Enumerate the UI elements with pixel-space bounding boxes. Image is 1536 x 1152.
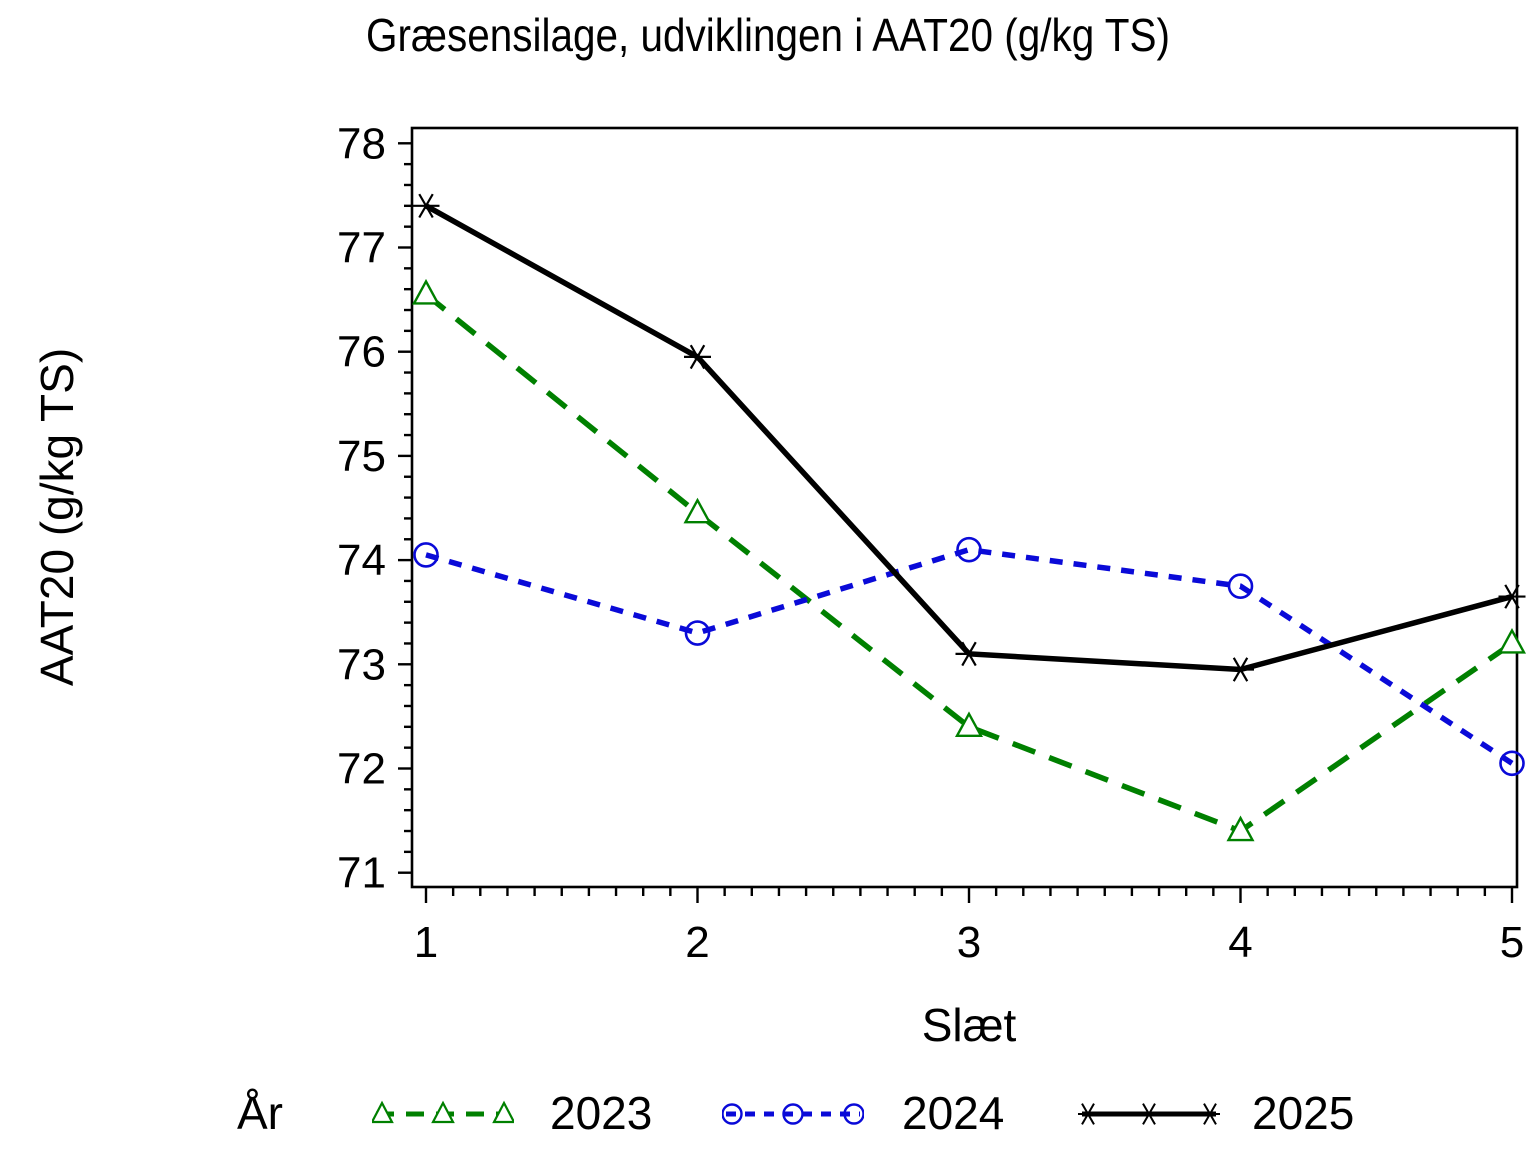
y-tick-labels: 71 72 73 74 75 76 77 78 [337,119,386,897]
svg-text:1: 1 [414,918,438,967]
legend-swatch-2024 [722,1103,864,1125]
series-2023-line [424,292,1514,835]
svg-text:73: 73 [337,640,386,689]
svg-text:72: 72 [337,745,386,794]
series-2025 [412,193,1526,682]
svg-text:2: 2 [685,918,709,967]
svg-text:77: 77 [337,224,386,273]
svg-text:4: 4 [1228,918,1252,967]
legend-entry-2025: 2025 [1252,1087,1355,1139]
legend: År 2023 2024 2025 [0,1080,1536,1144]
x-axis-title: Slæt [921,999,1017,1051]
svg-text:71: 71 [337,849,386,898]
svg-text:74: 74 [337,536,386,585]
axis-ticks [398,142,1514,903]
plot-frame [410,126,1519,889]
legend-marker-2023 [372,1100,394,1124]
chart-title: Græsensilage, udviklingen i AAT20 (g/kg … [366,9,1170,61]
svg-text:3: 3 [957,918,981,967]
legend-marker-2024 [722,1103,743,1125]
x-tick-labels: 1 2 3 4 5 [414,918,1524,967]
legend-swatch-2025 [1078,1103,1220,1125]
legend-marker-2024 [782,1103,804,1125]
legend-marker-2023 [492,1100,514,1124]
series-2023 [411,278,1527,842]
legend-marker-2023 [431,1100,455,1124]
svg-text:76: 76 [337,328,386,377]
legend-marker-2024 [843,1103,864,1125]
svg-text:78: 78 [337,119,386,168]
legend-title: År [237,1087,283,1139]
svg-text:75: 75 [337,432,386,481]
legend-swatch-2023 [372,1100,514,1124]
legend-entry-2024: 2024 [902,1087,1005,1139]
legend-entry-2023: 2023 [550,1087,653,1139]
svg-text:5: 5 [1500,918,1524,967]
